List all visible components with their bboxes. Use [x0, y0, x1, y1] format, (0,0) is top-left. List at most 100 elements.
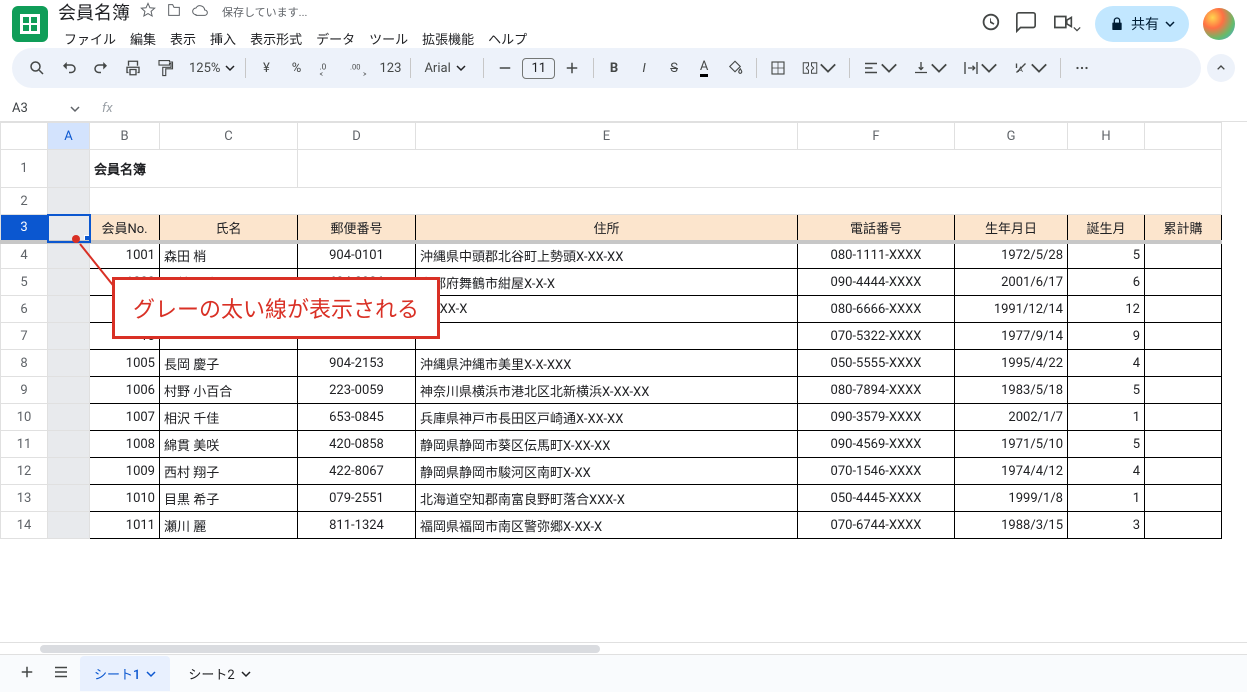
- sheet-tab-2[interactable]: シート2: [174, 656, 264, 691]
- row-header[interactable]: 7: [1, 323, 48, 350]
- menu-view[interactable]: 表示: [164, 27, 202, 50]
- cell-addr[interactable]: 沖縄県中頭郡北谷町上勢頭X-XX-XX: [416, 242, 798, 269]
- cell[interactable]: [48, 404, 90, 431]
- cell-tel[interactable]: 090-4569-XXXX: [798, 431, 955, 458]
- cell-addr[interactable]: 北海道空知郡南富良野町落合XXX-X: [416, 485, 798, 512]
- cell-no[interactable]: 1008: [90, 431, 160, 458]
- row-header[interactable]: 5: [1, 269, 48, 296]
- cell-dob[interactable]: 2002/1/7: [955, 404, 1068, 431]
- cell-tel[interactable]: 090-4444-XXXX: [798, 269, 955, 296]
- cell-total[interactable]: [1145, 323, 1222, 350]
- valign-icon[interactable]: [906, 54, 954, 82]
- share-button[interactable]: 共有: [1095, 6, 1189, 42]
- cell-addr[interactable]: 神奈川県横浜市港北区北新横浜X-XX-XX: [416, 377, 798, 404]
- cell-bmonth[interactable]: 5: [1068, 377, 1145, 404]
- merge-icon[interactable]: [795, 54, 843, 82]
- cell[interactable]: [48, 269, 90, 296]
- row-header[interactable]: 12: [1, 458, 48, 485]
- cell-tel[interactable]: 080-7894-XXXX: [798, 377, 955, 404]
- all-sheets-icon[interactable]: [46, 657, 76, 691]
- cell-total[interactable]: [1145, 269, 1222, 296]
- cell-name[interactable]: 綿貫 美咲: [160, 431, 298, 458]
- cell-zip[interactable]: 079-2551: [298, 485, 416, 512]
- cell-dob[interactable]: 1995/4/22: [955, 350, 1068, 377]
- cell-dob[interactable]: 1974/4/12: [955, 458, 1068, 485]
- cell[interactable]: [298, 150, 1222, 188]
- font-size-input[interactable]: 11: [522, 58, 555, 79]
- strikethrough-icon[interactable]: S: [660, 54, 688, 82]
- cell-bmonth[interactable]: 1: [1068, 404, 1145, 431]
- cell-addr[interactable]: 沖縄県沖縄市美里X-X-XXX: [416, 350, 798, 377]
- sheets-logo[interactable]: [12, 6, 48, 42]
- halign-icon[interactable]: [856, 54, 904, 82]
- cell[interactable]: [48, 458, 90, 485]
- cell-name[interactable]: 村野 小百合: [160, 377, 298, 404]
- row-header-2[interactable]: 2: [1, 188, 48, 215]
- cell-total[interactable]: [1145, 512, 1222, 539]
- cell-bmonth[interactable]: 9: [1068, 323, 1145, 350]
- cell-zip[interactable]: 904-2153: [298, 350, 416, 377]
- cell-name[interactable]: 長岡 慶子: [160, 350, 298, 377]
- doc-title[interactable]: 会員名簿: [58, 0, 130, 25]
- select-all-corner[interactable]: [1, 123, 48, 150]
- name-box[interactable]: A3: [6, 101, 86, 116]
- cell-bmonth[interactable]: 12: [1068, 296, 1145, 323]
- cell-addr[interactable]: 京都府舞鶴市紺屋X-X-X: [416, 269, 798, 296]
- cell-bmonth[interactable]: 5: [1068, 242, 1145, 269]
- cell-dob[interactable]: 1983/5/18: [955, 377, 1068, 404]
- cell-bmonth[interactable]: 4: [1068, 350, 1145, 377]
- comment-icon[interactable]: [1015, 11, 1037, 37]
- cell-name[interactable]: 森田 梢: [160, 242, 298, 269]
- cell[interactable]: [48, 296, 90, 323]
- cell-dob[interactable]: 1988/3/15: [955, 512, 1068, 539]
- number-format-button[interactable]: 123: [376, 54, 404, 82]
- header-bmonth[interactable]: 誕生月: [1068, 215, 1145, 242]
- cell-total[interactable]: [1145, 404, 1222, 431]
- cell-addr[interactable]: 静岡県静岡市葵区伝馬町X-XX-XX: [416, 431, 798, 458]
- star-icon[interactable]: [140, 2, 156, 22]
- header-tel[interactable]: 電話番号: [798, 215, 955, 242]
- cell-name[interactable]: 目黒 希子: [160, 485, 298, 512]
- cell-dob[interactable]: 1977/9/14: [955, 323, 1068, 350]
- cell-bmonth[interactable]: 4: [1068, 458, 1145, 485]
- cell-total[interactable]: [1145, 350, 1222, 377]
- col-header-F[interactable]: F: [798, 123, 955, 150]
- currency-button[interactable]: ¥: [252, 54, 280, 82]
- cell-no[interactable]: 1001: [90, 242, 160, 269]
- cell[interactable]: [48, 431, 90, 458]
- collapse-icon[interactable]: [1207, 54, 1235, 82]
- move-icon[interactable]: [166, 2, 182, 22]
- cell[interactable]: [48, 485, 90, 512]
- cell-tel[interactable]: 070-1546-XXXX: [798, 458, 955, 485]
- cell-bmonth[interactable]: 3: [1068, 512, 1145, 539]
- row-header[interactable]: 13: [1, 485, 48, 512]
- header-zip[interactable]: 郵便番号: [298, 215, 416, 242]
- cell-tel[interactable]: 070-6744-XXXX: [798, 512, 955, 539]
- cell[interactable]: [48, 377, 90, 404]
- sheet-tab-1[interactable]: シート1: [80, 656, 170, 691]
- cell-no[interactable]: 1010: [90, 485, 160, 512]
- col-header-H[interactable]: H: [1068, 123, 1145, 150]
- cell-dob[interactable]: 2001/6/17: [955, 269, 1068, 296]
- menu-format[interactable]: 表示形式: [244, 27, 308, 50]
- cell-addr[interactable]: XX-XX-X: [416, 296, 798, 323]
- col-header-C[interactable]: C: [160, 123, 298, 150]
- decrease-decimal-icon[interactable]: .0: [312, 54, 342, 82]
- cell-name[interactable]: 瀬川 麗: [160, 512, 298, 539]
- cell-no[interactable]: 1006: [90, 377, 160, 404]
- cell[interactable]: [48, 512, 90, 539]
- cell[interactable]: [48, 350, 90, 377]
- increase-decimal-icon[interactable]: .00: [344, 54, 374, 82]
- cell-no[interactable]: 1007: [90, 404, 160, 431]
- borders-icon[interactable]: [763, 54, 793, 82]
- menu-file[interactable]: ファイル: [58, 27, 122, 50]
- cell-tel[interactable]: 080-1111-XXXX: [798, 242, 955, 269]
- cell[interactable]: [48, 242, 90, 269]
- redo-icon[interactable]: [86, 54, 116, 82]
- cell[interactable]: [90, 188, 1222, 215]
- col-header-A[interactable]: A: [48, 123, 90, 150]
- cell-total[interactable]: [1145, 377, 1222, 404]
- col-header-D[interactable]: D: [298, 123, 416, 150]
- font-size-inc-icon[interactable]: [557, 54, 587, 82]
- wrap-icon[interactable]: [956, 54, 1004, 82]
